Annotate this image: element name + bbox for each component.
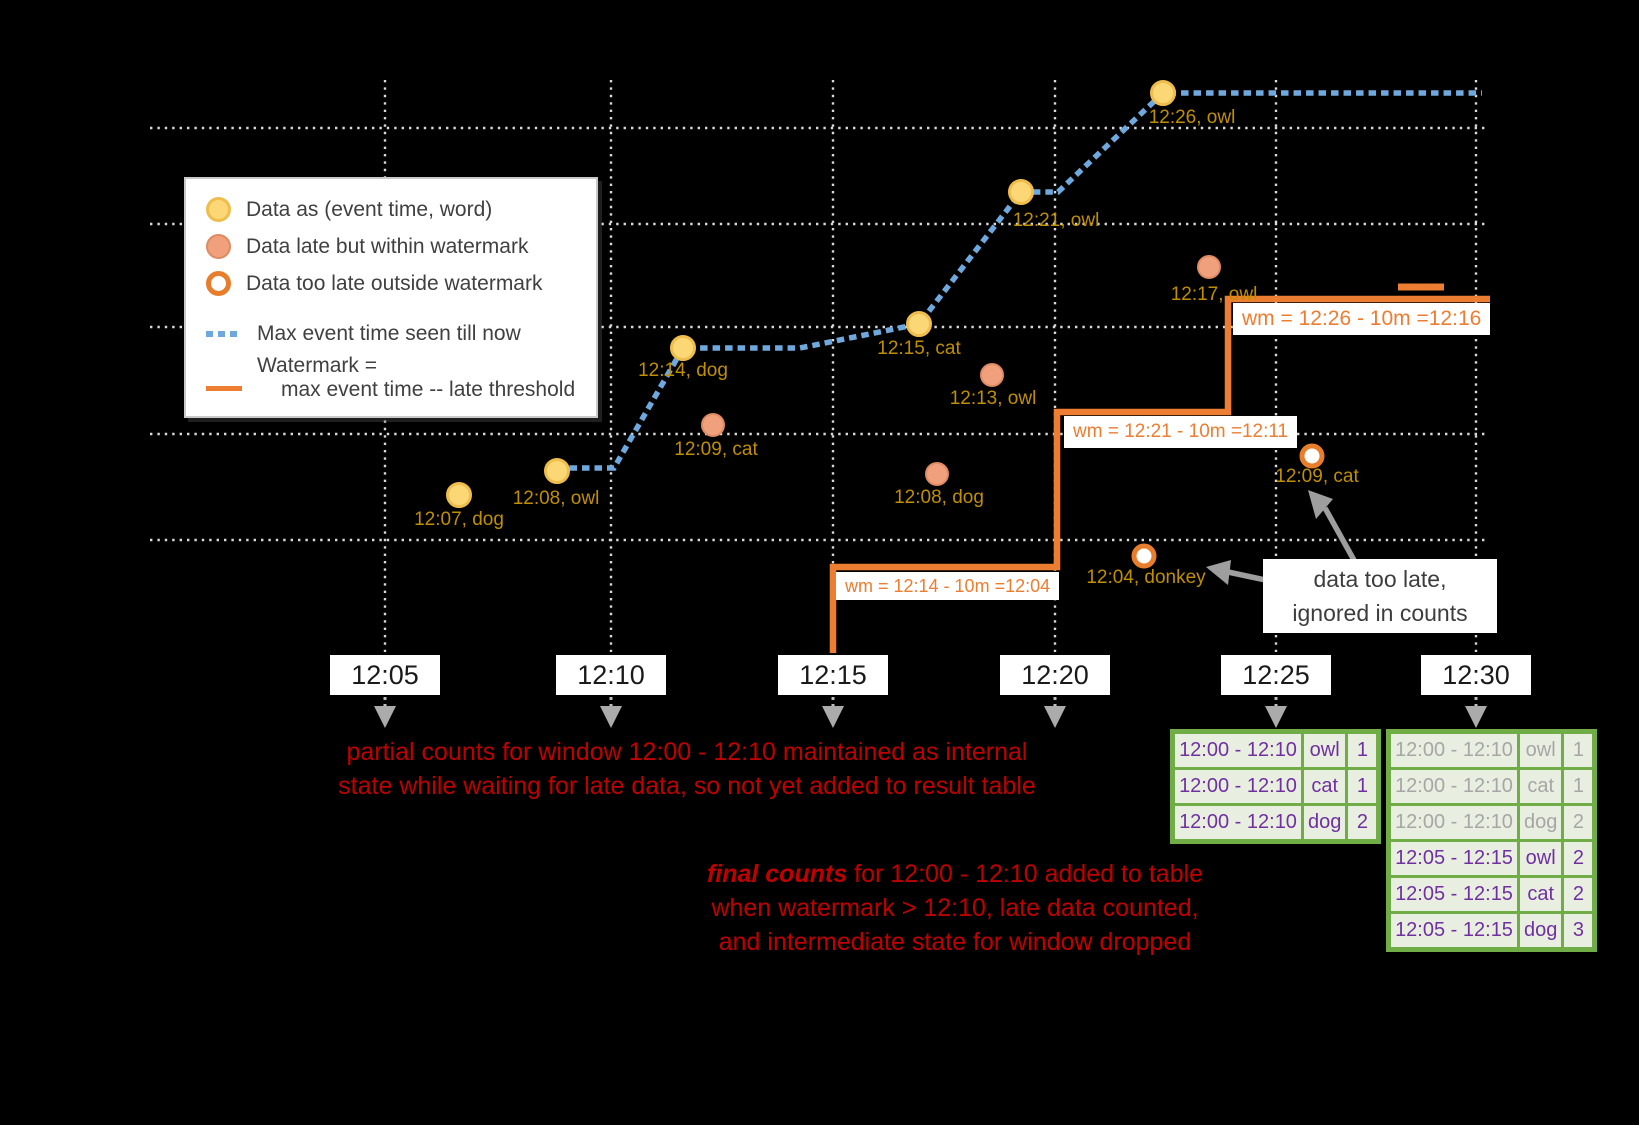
trigger-time-label: 12:05 — [330, 655, 440, 695]
table-cell: 12:00 - 12:10 — [1171, 730, 1304, 770]
table-cell: dog — [1516, 911, 1565, 951]
legend: Data as (event time, word) Data late but… — [184, 177, 598, 418]
watermark-line — [829, 295, 1490, 653]
table-cell: owl — [1516, 730, 1565, 770]
point-label: 12:15, cat — [877, 338, 961, 359]
point-late-12-13-owl — [980, 363, 1004, 387]
late-data-icon — [206, 234, 231, 259]
legend-item-label: Watermark = max event time -- late thres… — [257, 354, 576, 401]
point-late-12-17-owl — [1197, 255, 1221, 279]
legend-item: Watermark = max event time -- late thres… — [186, 354, 596, 402]
max-event-time-line-icon — [206, 330, 242, 337]
table-cell: 2 — [1561, 803, 1597, 842]
table-row: 12:00 - 12:10 dog 2 — [1171, 803, 1381, 843]
result-table-12-25: 12:00 - 12:10 owl 1 12:00 - 12:10 cat 1 12:00 … — [1170, 729, 1382, 844]
point-on-time-12-08-owl — [544, 458, 570, 484]
point-label: 12:26, owl — [1148, 107, 1236, 128]
table-cell: 2 — [1561, 875, 1597, 914]
table-cell: 12:00 - 12:10 — [1387, 730, 1520, 770]
table-cell: owl — [1516, 839, 1565, 878]
table-row: 12:00 - 12:10 owl 1 — [1171, 730, 1381, 770]
point-label: 12:13, owl — [949, 388, 1037, 409]
point-label: 12:07, dog — [414, 509, 504, 530]
table-cell: 12:05 - 12:15 — [1387, 839, 1520, 878]
table-row: 12:00 - 12:10 owl 1 — [1387, 730, 1597, 770]
trigger-time-label: 12:25 — [1221, 655, 1331, 695]
legend-item-label: Data as (event time, word) — [246, 197, 493, 221]
point-label: 12:04, donkey — [1086, 567, 1206, 588]
point-label: 12:09, cat — [1275, 466, 1359, 487]
trigger-time-label: 12:30 — [1421, 655, 1531, 695]
table-cell: 12:00 - 12:10 — [1387, 803, 1520, 842]
table-cell: 12:00 - 12:10 — [1171, 803, 1304, 843]
table-cell: 2 — [1561, 839, 1597, 878]
legend-item-label: Max event time seen till now — [257, 321, 521, 345]
table-cell: 12:05 - 12:15 — [1387, 911, 1520, 951]
point-on-time-12-26-owl — [1150, 80, 1176, 106]
table-cell: 1 — [1345, 730, 1381, 770]
legend-item: Data late but within watermark — [186, 228, 596, 265]
table-cell: owl — [1300, 730, 1349, 770]
table-cell: dog — [1300, 803, 1349, 843]
point-label: 12:08, owl — [512, 488, 600, 509]
legend-item: Data too late outside watermark — [186, 265, 596, 302]
final-counts-note: final counts for 12:00 - 12:10 added to … — [706, 860, 1204, 956]
watermark-line-icon — [206, 386, 242, 391]
table-row: 12:05 - 12:15 cat 2 — [1387, 875, 1597, 914]
table-row: 12:00 - 12:10 dog 2 — [1387, 803, 1597, 842]
point-label: 12:17, owl — [1170, 284, 1258, 305]
watermark-value-label: wm = 12:14 - 10m =12:04 — [836, 572, 1060, 600]
timeline-arrows — [374, 697, 1487, 728]
table-cell: 3 — [1561, 911, 1597, 951]
on-time-data-icon — [206, 197, 231, 222]
table-cell: 2 — [1345, 803, 1381, 843]
partial-counts-note: partial counts for window 12:00 - 12:10 … — [338, 738, 1036, 800]
legend-item: Max event time seen till now — [186, 315, 596, 352]
watermark-value-label: wm = 12:26 - 10m =12:16 — [1233, 303, 1491, 335]
trigger-time-label: 12:15 — [778, 655, 888, 695]
point-late-12-09-cat — [701, 413, 725, 437]
point-on-time-12-21-owl — [1008, 179, 1034, 205]
too-late-data-icon — [206, 271, 231, 296]
legend-item-label: Data too late outside watermark — [246, 271, 543, 295]
table-cell: 1 — [1561, 767, 1597, 806]
table-row: 12:00 - 12:10 cat 1 — [1387, 767, 1597, 806]
table-row: 12:00 - 12:10 cat 1 — [1171, 767, 1381, 806]
table-cell: 1 — [1561, 730, 1597, 770]
legend-item: Data as (event time, word) — [186, 191, 596, 228]
table-cell: cat — [1300, 767, 1349, 806]
point-label: 12:14, dog — [638, 360, 728, 381]
point-late-12-08-dog — [925, 462, 949, 486]
point-too-late-12-09-cat — [1299, 443, 1325, 469]
table-cell: cat — [1516, 767, 1565, 806]
table-cell: dog — [1516, 803, 1565, 842]
table-cell: cat — [1516, 875, 1565, 914]
table-cell: 1 — [1345, 767, 1381, 806]
point-label: 12:09, cat — [674, 439, 758, 460]
table-cell: 12:05 - 12:15 — [1387, 875, 1520, 914]
trigger-time-label: 12:20 — [1000, 655, 1110, 695]
legend-item-label: Data late but within watermark — [246, 234, 529, 258]
point-too-late-12-04-donkey — [1131, 543, 1157, 569]
point-on-time-12-14-dog — [670, 335, 696, 361]
table-cell: 12:00 - 12:10 — [1387, 767, 1520, 806]
table-row: 12:05 - 12:15 dog 3 — [1387, 911, 1597, 951]
trigger-time-label: 12:10 — [556, 655, 666, 695]
result-table-12-30: 12:00 - 12:10 owl 1 12:00 - 12:10 cat 1 12:00 … — [1386, 729, 1598, 952]
watermark-value-label: wm = 12:21 - 10m =12:11 — [1064, 416, 1298, 448]
table-cell: 12:00 - 12:10 — [1171, 767, 1304, 806]
too-late-callout: data too late, ignored in counts — [1263, 559, 1497, 633]
max-event-time-line — [557, 90, 1482, 471]
point-on-time-12-15-cat — [906, 311, 932, 337]
point-on-time-12-07-dog — [446, 482, 472, 508]
point-label: 12:21, owl — [1012, 210, 1100, 231]
point-label: 12:08, dog — [894, 487, 984, 508]
table-row: 12:05 - 12:15 owl 2 — [1387, 839, 1597, 878]
